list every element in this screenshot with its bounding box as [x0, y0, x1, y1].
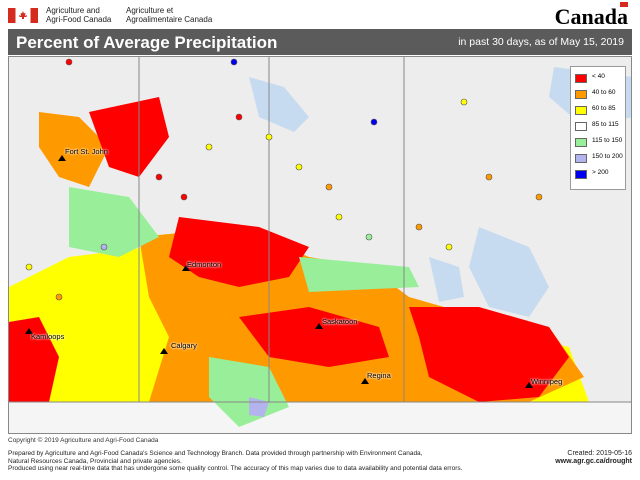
copyright: Copyright © 2019 Agriculture and Agri-Fo…: [8, 437, 159, 444]
map-legend: < 40 40 to 60 60 to 85 85 to 115 115 to …: [570, 66, 626, 190]
lake-athabasca: [249, 77, 309, 132]
map-canvas: [9, 57, 631, 433]
calgary-marker: [160, 348, 168, 354]
city-label-regina: Regina: [367, 371, 391, 380]
edmonton-marker: [182, 265, 190, 271]
city-label-edmonton: Edmonton: [187, 260, 222, 269]
city-label-winnipeg: Winnipeg: [531, 377, 563, 386]
kamloops-marker: [25, 328, 33, 334]
map-subtitle: in past 30 days, as of May 15, 2019: [458, 36, 624, 48]
department-name-en: Agriculture and Agri-Food Canada: [46, 6, 112, 24]
canada-wordmark: Canada: [554, 4, 628, 29]
city-label-calgary: Calgary: [171, 341, 197, 350]
department-name-fr: Agriculture et Agroalimentaire Canada: [126, 6, 213, 24]
wordmark-flag-icon: [620, 2, 628, 7]
footer-notes: Prepared by Agriculture and Agri-Food Ca…: [8, 450, 463, 472]
legend-swatch: [575, 170, 587, 179]
winnipeg-marker: [525, 382, 533, 388]
us-area: [9, 402, 631, 433]
website-link[interactable]: www.agr.gc.ca/drought: [555, 458, 632, 465]
regina-marker: [361, 378, 369, 384]
lake-winnipeg: [469, 227, 549, 317]
legend-swatch: [575, 106, 587, 115]
legend-swatch: [575, 74, 587, 83]
canada-flag-icon: [8, 8, 38, 23]
legend-swatch: [575, 122, 587, 131]
legend-swatch: [575, 90, 587, 99]
created-date: Created: 2019-05-16: [567, 450, 632, 457]
city-label-fort-st-john: Fort St. John: [65, 147, 108, 156]
header: Agriculture and Agri-Food Canada Agricul…: [0, 0, 640, 29]
fort-st-john-marker: [58, 155, 66, 161]
precipitation-map: Fort St. John Edmonton Saskatoon Kamloop…: [8, 56, 632, 434]
city-label-saskatoon: Saskatoon: [322, 317, 358, 326]
saskatoon-marker: [315, 323, 323, 329]
city-label-kamloops: Kamloops: [31, 332, 65, 341]
lake-winnipegosis: [429, 257, 464, 302]
map-title: Percent of Average Precipitation: [16, 33, 278, 52]
footer-meta: Created: 2019-05-16 www.agr.gc.ca/drough…: [555, 450, 632, 466]
legend-swatch: [575, 154, 587, 163]
legend-swatch: [575, 138, 587, 147]
title-bar: Percent of Average Precipitation in past…: [8, 29, 632, 55]
